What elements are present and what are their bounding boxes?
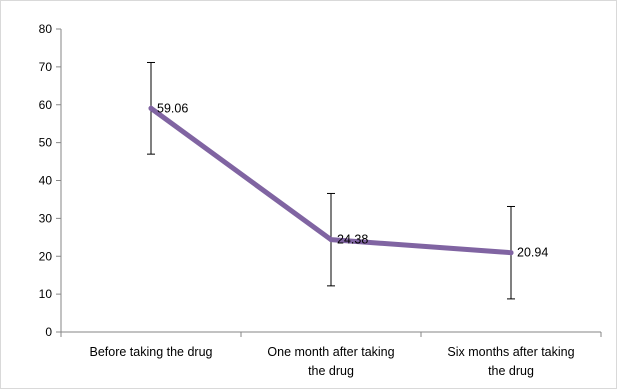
x-category-label-line: Before taking the drug (90, 345, 213, 359)
y-tick-label: 80 (39, 22, 53, 36)
x-category-label-line: the drug (488, 364, 534, 378)
x-category-label: Before taking the drug (90, 345, 213, 359)
y-tick-label: 10 (39, 287, 53, 301)
y-tick-label: 50 (39, 136, 53, 150)
data-label: 20.94 (517, 246, 548, 260)
y-tick-label: 40 (39, 174, 53, 188)
y-tick-label: 60 (39, 98, 53, 112)
y-tick-label: 70 (39, 60, 53, 74)
y-tick-label: 30 (39, 211, 53, 225)
x-category-label-line: One month after taking (267, 345, 394, 359)
series-lines (148, 105, 514, 256)
data-label: 24.38 (337, 233, 368, 247)
x-axis: Before taking the drug One month after ta… (60, 331, 602, 378)
x-category-label: Six months after taking the drug (447, 345, 574, 378)
y-tick-label: 20 (39, 249, 53, 263)
error-bars (147, 61, 515, 300)
x-category-label-line: the drug (308, 364, 354, 378)
data-label: 59.06 (157, 101, 188, 115)
data-point (148, 105, 154, 111)
y-tick-label: 0 (45, 325, 52, 339)
data-point (328, 237, 334, 243)
data-point (508, 250, 514, 256)
x-category-label-line: Six months after taking (447, 345, 574, 359)
data-labels: 59.06 24.38 20.94 (157, 101, 548, 259)
y-axis: 0 10 20 30 40 50 60 70 80 (39, 22, 62, 339)
x-category-label: One month after taking the drug (267, 345, 394, 378)
